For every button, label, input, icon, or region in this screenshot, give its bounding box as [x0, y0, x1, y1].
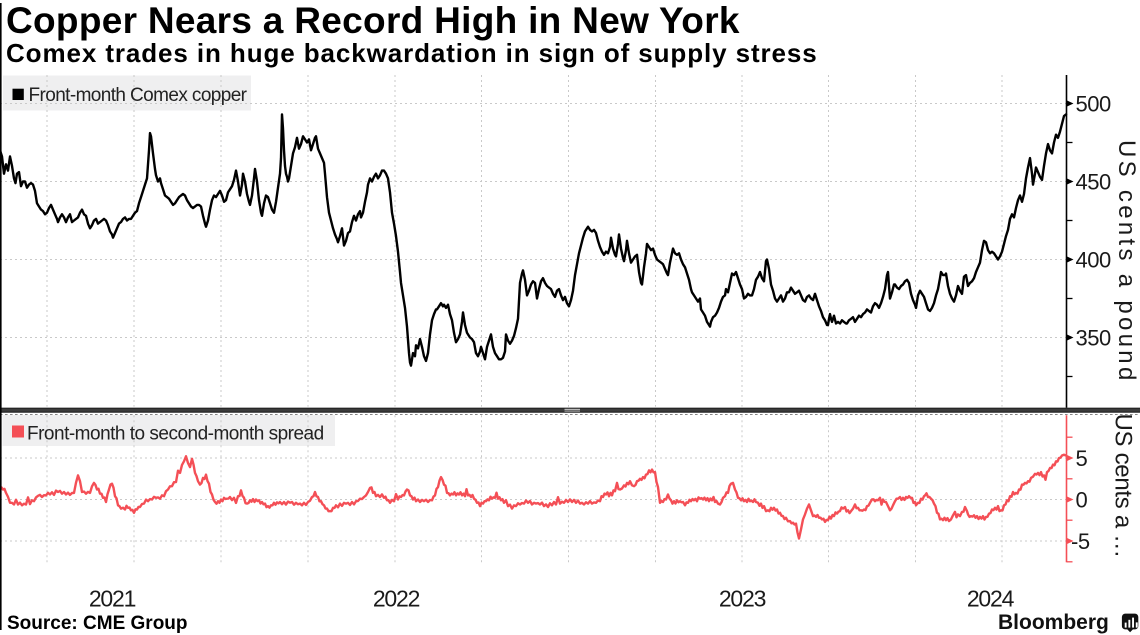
svg-text:2024: 2024 [967, 586, 1015, 612]
svg-text:Front-month Comex copper: Front-month Comex copper [29, 85, 248, 106]
svg-text:US cents a …: US cents a … [1110, 414, 1137, 558]
svg-text:400: 400 [1076, 248, 1111, 273]
svg-text:450: 450 [1076, 170, 1111, 195]
svg-text:5: 5 [1076, 446, 1088, 471]
svg-text:-5: -5 [1071, 529, 1090, 554]
svg-text:2023: 2023 [719, 586, 766, 612]
svg-text:0: 0 [1076, 488, 1088, 513]
svg-text:2022: 2022 [373, 586, 420, 612]
svg-text:500: 500 [1076, 92, 1111, 117]
svg-text:Front-month to second-month sp: Front-month to second-month spread [27, 423, 324, 444]
svg-text:2021: 2021 [89, 586, 136, 612]
svg-text:US cents a pound: US cents a pound [1113, 140, 1140, 384]
svg-text:350: 350 [1076, 326, 1111, 351]
